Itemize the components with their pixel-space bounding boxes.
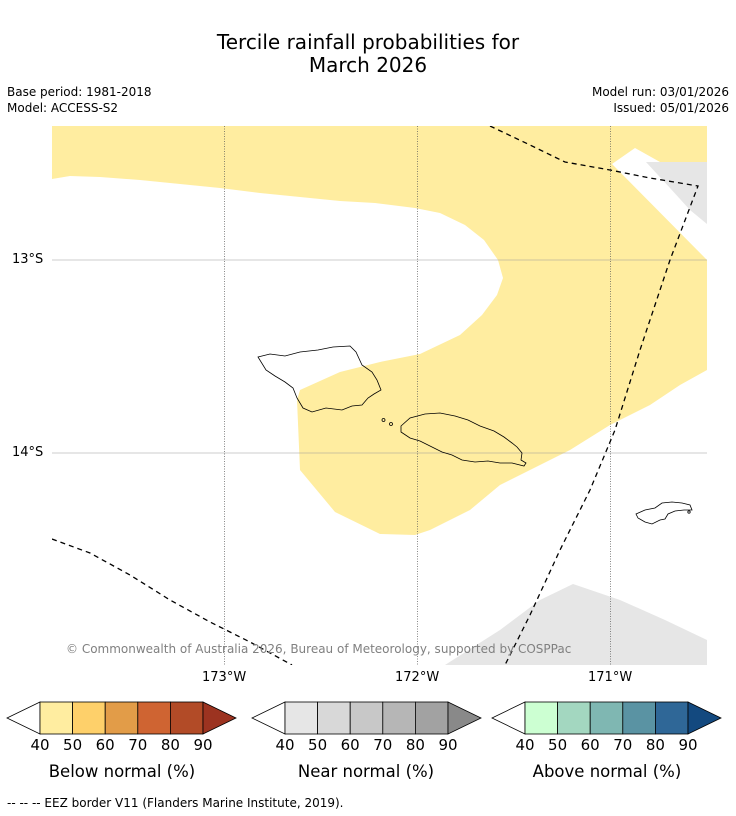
title-line-2: March 2026 [308,53,428,77]
map-area [52,126,707,665]
legend-1-tick-4: 80 [405,736,425,754]
legend-2-box-1 [557,701,591,735]
legend-0-box-1 [72,701,106,735]
legend-0-tick-0: 40 [30,736,50,754]
legend-0-box-3 [137,701,171,735]
legend-2-tick-1: 50 [548,736,568,754]
legend-0-arrow-low [6,701,41,735]
lon-label-171w: 171°W [588,670,633,685]
lat-label-13s: 13°S [12,252,44,267]
title-line-1: Tercile rainfall probabilities for [216,30,520,54]
legend-0-tick-5: 90 [193,736,213,754]
legend-0-tick-1: 50 [63,736,83,754]
legend-1-box-1 [317,701,351,735]
legend-2-tick-5: 90 [678,736,698,754]
aunuu-islet [687,510,691,514]
legend-0-tick-2: 60 [95,736,115,754]
legend-below-caption: Below normal (%) [48,762,196,781]
legend-0-arrow-high [202,701,237,735]
issued-date: Issued: 05/01/2026 [613,101,729,115]
legend-1-tick-2: 60 [340,736,360,754]
legend-0-tick-4: 80 [160,736,180,754]
savaii-island [257,345,382,413]
legend-below [6,701,237,735]
eez-border-north [489,126,699,665]
legend-2-arrow-low [491,701,526,735]
legend-2-box-4 [655,701,689,735]
lat-label-14s: 14°S [12,445,44,460]
model-run: Model run: 03/01/2026 [591,85,729,99]
legend-0-tick-3: 70 [128,736,148,754]
model-name: Model: ACCESS-S2 [7,101,119,115]
legend-1-box-0 [284,701,318,735]
manono-islet [389,422,393,426]
tutuila-island [635,501,693,525]
legend-1-box-3 [382,701,416,735]
apolima-islet [381,418,386,422]
below-normal-region [52,126,707,535]
near-normal-region-east [646,162,707,224]
legend-2-tick-4: 80 [645,736,665,754]
base-period: Base period: 1981-2018 [7,85,152,99]
legend-1-tick-1: 50 [308,736,328,754]
legend-0-box-2 [104,701,139,735]
legend-2-box-2 [589,701,624,735]
legend-near-caption: Near normal (%) [297,762,435,781]
legend-1-box-4 [414,701,449,735]
near-normal-region-south [445,584,707,665]
legend-above [491,701,722,735]
legend-2-arrow-high [687,701,722,735]
legend-2-box-0 [524,701,558,735]
eez-footnote: -- -- -- EEZ border V11 (Flanders Marine… [7,796,344,810]
legend-1-tick-0: 40 [275,736,295,754]
lon-label-172w: 172°W [395,670,440,685]
legend-1-tick-3: 70 [373,736,393,754]
copyright-text: © Commonwealth of Australia 2026, Bureau… [66,642,571,656]
legend-0-box-0 [39,701,73,735]
legend-0-box-4 [169,701,204,735]
legend-above-caption: Above normal (%) [532,762,682,781]
legend-near [251,701,482,735]
legend-1-arrow-low [251,701,286,735]
meta-right: Model run: 03/01/2026 Issued: 05/01/2026 [592,84,729,116]
legend-2-tick-2: 60 [580,736,600,754]
upolu-island [400,412,527,467]
chart-title: Tercile rainfall probabilities for March… [0,31,736,77]
legend-2-box-3 [622,701,656,735]
legend-1-arrow-high [447,701,482,735]
legend-1-box-2 [349,701,384,735]
legend-2-tick-0: 40 [515,736,535,754]
legend-1-tick-5: 90 [438,736,458,754]
legend-2-tick-3: 70 [613,736,633,754]
eez-border-southwest [52,538,293,665]
meta-left: Base period: 1981-2018 Model: ACCESS-S2 [7,84,152,116]
lon-label-173w: 173°W [202,670,247,685]
